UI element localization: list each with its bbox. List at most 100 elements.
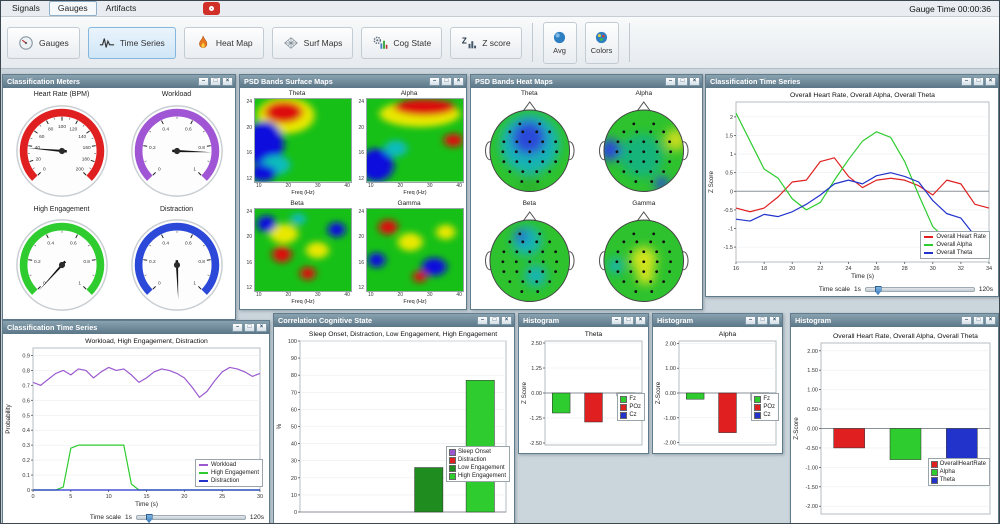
minimize-button[interactable]: – xyxy=(477,316,488,325)
theta-histogram-chart: Theta 2.50 1.25 0.00 -1.25 -2.50 Z Score Fz POz C… xyxy=(519,327,648,453)
heat-map-alpha: Alpha xyxy=(588,90,701,198)
legend-swatch xyxy=(924,244,934,246)
panel-titlebar[interactable]: PSD Bands Heat Maps – □ × xyxy=(471,75,702,88)
close-button[interactable]: × xyxy=(769,316,780,325)
maximize-button[interactable]: □ xyxy=(244,323,255,332)
time-scale-label: Time scale xyxy=(818,286,851,293)
chart-legend: Workload High Engagement Distraction xyxy=(194,459,263,487)
menu-tab-signals[interactable]: Signals xyxy=(12,3,40,13)
panel-titlebar[interactable]: Classification Meters – □ × xyxy=(3,75,235,88)
legend-label: Sleep Onset xyxy=(457,449,491,455)
svg-text:0.00: 0.00 xyxy=(807,427,818,433)
gauge-dial: 0 0.2 0.4 0.6 0.8 1 xyxy=(130,104,223,197)
svg-text:60: 60 xyxy=(39,134,45,140)
panel-titlebar[interactable]: Classification Time Series – □ × xyxy=(3,321,269,334)
svg-text:1: 1 xyxy=(730,152,733,158)
minimize-button[interactable]: – xyxy=(665,77,676,86)
panel-title: Correlation Cognitive State xyxy=(278,316,373,325)
panel-title: Classification Time Series xyxy=(7,323,98,332)
maximize-button[interactable]: □ xyxy=(489,316,500,325)
minimize-button[interactable]: – xyxy=(745,316,756,325)
menu-tab-gauges[interactable]: Gauges xyxy=(48,1,97,16)
close-button[interactable]: × xyxy=(689,77,700,86)
close-button[interactable]: × xyxy=(635,316,646,325)
surface-map-plot xyxy=(366,98,464,183)
svg-text:Workload, High Engagement, Dis: Workload, High Engagement, Distraction xyxy=(85,338,208,345)
maximize-button[interactable]: □ xyxy=(210,77,221,86)
panel-titlebar[interactable]: Correlation Cognitive State – □ × xyxy=(274,314,514,327)
close-button[interactable]: × xyxy=(453,77,464,86)
legend-label: Fz xyxy=(629,396,636,402)
toolbar-button-label: Surf Maps xyxy=(303,37,343,48)
svg-text:0.5: 0.5 xyxy=(22,413,30,419)
legend-entry: Theta xyxy=(930,476,986,484)
maximize-button[interactable]: □ xyxy=(677,77,688,86)
toolbar-button-gauges[interactable]: Gauges xyxy=(7,26,80,59)
svg-text:0: 0 xyxy=(27,488,30,494)
panel-titlebar[interactable]: Histogram – □ × xyxy=(519,314,648,327)
toolbar: Gauges Time Series Heat Map Surf Maps Co… xyxy=(1,17,999,69)
legend-swatch xyxy=(620,403,628,411)
toolbar-button-heat-map[interactable]: Heat Map xyxy=(183,26,264,59)
minimize-button[interactable]: – xyxy=(198,77,209,86)
gauge-high-engagement: High Engagement 0 0.2 0.4 0.6 0.8 1 xyxy=(4,204,119,319)
svg-text:10: 10 xyxy=(291,493,297,499)
svg-text:1: 1 xyxy=(193,281,196,287)
legend-entry: Fz xyxy=(620,395,641,403)
svg-text:-0.5: -0.5 xyxy=(724,208,733,214)
svg-text:80: 80 xyxy=(291,373,297,379)
time-scale-slider[interactable] xyxy=(864,286,975,295)
svg-text:0: 0 xyxy=(31,494,34,500)
toolbar-button-z-score[interactable]: Z Z score xyxy=(450,26,522,59)
close-button[interactable]: × xyxy=(222,77,233,86)
gauge-icon xyxy=(18,35,34,51)
heat-map-title: Alpha xyxy=(635,90,653,97)
maximize-button[interactable]: □ xyxy=(757,316,768,325)
x-axis-ticks: 10 20 30 40 xyxy=(256,182,350,189)
legend-label: High Engagement xyxy=(457,473,506,479)
y-axis-ticks: 24 20 16 12 xyxy=(246,99,252,182)
time-scale-thumb[interactable] xyxy=(145,514,153,523)
maximize-button[interactable]: □ xyxy=(973,77,984,86)
panel-titlebar[interactable]: PSD Bands Surface Maps – □ × xyxy=(240,75,466,88)
maximize-button[interactable]: □ xyxy=(623,316,634,325)
legend-entry: Sleep Onset xyxy=(448,448,506,456)
panel-titlebar[interactable]: Classification Time Series – □ × xyxy=(706,75,998,88)
minimize-button[interactable]: – xyxy=(232,323,243,332)
menu-tab-artifacts[interactable]: Artifacts xyxy=(105,3,137,13)
toolbar-button-surf-maps[interactable]: Surf Maps xyxy=(271,26,354,59)
chart-legend: Overall Heart Rate Overall Alpha Overall T… xyxy=(920,231,990,259)
x-axis-ticks: 10 20 30 40 xyxy=(368,292,462,298)
close-button[interactable]: × xyxy=(501,316,512,325)
time-scale-slider[interactable] xyxy=(135,514,246,523)
time-scale-thumb[interactable] xyxy=(874,286,882,295)
close-button[interactable]: × xyxy=(985,77,996,86)
time-scale-min: 1s xyxy=(125,514,132,521)
gauge-label: Distraction xyxy=(159,205,194,213)
close-button[interactable]: × xyxy=(985,316,996,325)
legend-label: Theta xyxy=(939,477,955,483)
maximize-button[interactable]: □ xyxy=(441,77,452,86)
panel-titlebar[interactable]: Histogram – □ × xyxy=(653,314,782,327)
toolbar-button-colors[interactable]: Colors xyxy=(584,21,619,64)
legend-label: Fz xyxy=(763,396,770,402)
heat-map-head xyxy=(588,98,701,198)
panel-classification-meters: Classification Meters – □ × Heart Rate (BP… xyxy=(2,74,236,320)
gauge-grid: Heart Rate (BPM) 0 20 40 60 80 100 120 140 160 180… xyxy=(3,88,235,319)
svg-text:Probability: Probability xyxy=(5,403,12,433)
minimize-button[interactable]: – xyxy=(429,77,440,86)
toolbar-button-cog-state[interactable]: Cog State xyxy=(361,26,443,59)
legend-entry: Distraction xyxy=(448,456,506,464)
minimize-button[interactable]: – xyxy=(961,316,972,325)
panel-titlebar[interactable]: Histogram – □ × xyxy=(791,314,998,327)
toolbar-button-avg[interactable]: Avg xyxy=(542,21,577,64)
svg-text:-1: -1 xyxy=(728,227,733,233)
minimize-button[interactable]: – xyxy=(961,77,972,86)
minimize-button[interactable]: – xyxy=(611,316,622,325)
maximize-button[interactable]: □ xyxy=(973,316,984,325)
svg-text:18: 18 xyxy=(761,266,767,272)
toolbar-button-time-series[interactable]: Time Series xyxy=(87,26,176,59)
legend-swatch xyxy=(448,456,456,464)
svg-text:0: 0 xyxy=(43,166,46,172)
close-button[interactable]: × xyxy=(256,323,267,332)
